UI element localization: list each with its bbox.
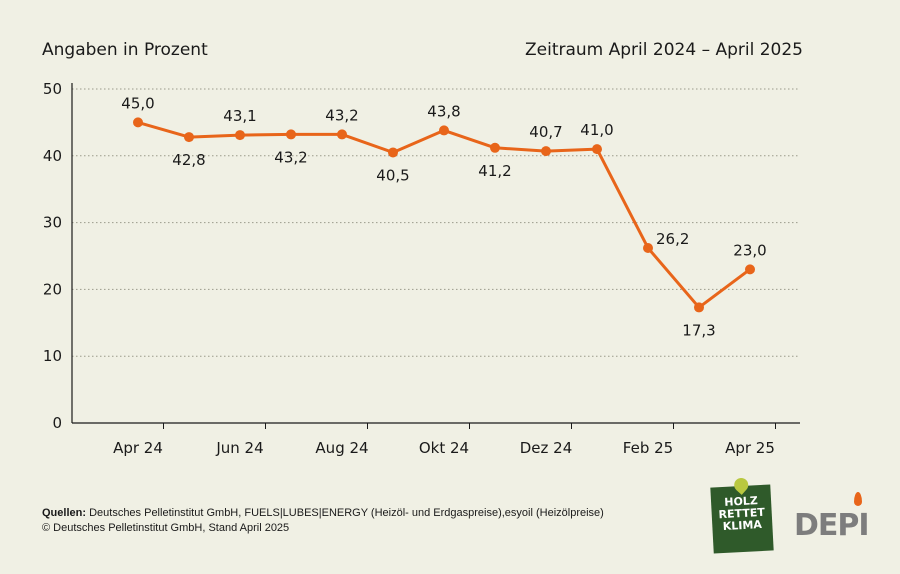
y-tick-label: 30 <box>43 214 62 232</box>
data-label: 41,2 <box>478 162 511 180</box>
series-line <box>137 120 751 309</box>
data-point <box>388 147 398 158</box>
y-tick-label: 50 <box>43 80 62 98</box>
data-label: 43,2 <box>325 106 358 124</box>
data-label: 26,2 <box>656 230 689 248</box>
x-tick-label: Apr 25 <box>725 439 775 457</box>
y-tick-label: 40 <box>43 147 62 165</box>
y-tick-label: 0 <box>52 414 62 432</box>
gridlines <box>72 88 800 357</box>
data-point <box>439 125 449 136</box>
depi-logo: DEPI <box>794 508 870 543</box>
data-point <box>133 117 143 128</box>
data-point <box>592 144 602 155</box>
period-label: Zeitraum April 2024 – April 2025 <box>525 40 803 60</box>
data-label: 43,1 <box>223 107 256 125</box>
x-tick-label: Jun 24 <box>215 439 263 457</box>
x-tick-label: Apr 24 <box>113 439 163 457</box>
source-text: Deutsches Pelletinstitut GmbH, FUELS|LUB… <box>89 507 604 519</box>
data-point <box>643 242 653 253</box>
x-tick-label: Feb 25 <box>623 439 673 457</box>
data-point <box>541 146 551 157</box>
x-tick-label: Dez 24 <box>520 439 573 457</box>
holz-rettet-klima-logo: HOLZ RETTET KLIMA <box>710 475 774 554</box>
data-point <box>745 264 755 275</box>
data-label: 40,5 <box>376 166 409 184</box>
source-note: Quellen: Deutsches Pelletinstitut GmbH, … <box>42 506 604 536</box>
data-point <box>286 129 296 140</box>
copyright-text: © Deutsches Pelletinstitut GmbH, Stand A… <box>42 522 290 534</box>
y-tick-label: 20 <box>43 280 62 298</box>
axes <box>71 83 800 424</box>
flame-icon <box>854 492 862 506</box>
data-point <box>235 130 245 141</box>
data-label: 17,3 <box>682 321 715 339</box>
source-prefix: Quellen: <box>42 507 87 519</box>
x-tick-label: Aug 24 <box>315 439 368 457</box>
data-label: 40,7 <box>529 123 562 141</box>
data-label: 43,2 <box>274 148 307 166</box>
x-tick-label: Okt 24 <box>419 439 469 457</box>
data-label: 23,0 <box>733 241 766 259</box>
data-point <box>184 132 194 143</box>
y-tick-label: 10 <box>43 347 62 365</box>
unit-label: Angaben in Prozent <box>42 40 208 60</box>
series <box>133 117 755 313</box>
data-label: 43,8 <box>427 102 460 120</box>
data-point <box>337 129 347 140</box>
data-label: 41,0 <box>580 121 613 139</box>
x-axis-ticks: Apr 24 Jun 24 Aug 24 Okt 24 Dez 24 Feb 25 Apr … <box>113 423 776 457</box>
y-axis-ticks: 0 10 20 30 40 50 <box>43 80 62 432</box>
data-label: 45,0 <box>121 94 154 112</box>
data-point <box>490 142 500 153</box>
data-labels: 45,0 42,8 43,1 43,2 43,2 40,5 43,8 41,2 40,7 41,0… <box>121 94 766 339</box>
data-label: 42,8 <box>172 151 205 169</box>
data-point <box>694 302 704 313</box>
